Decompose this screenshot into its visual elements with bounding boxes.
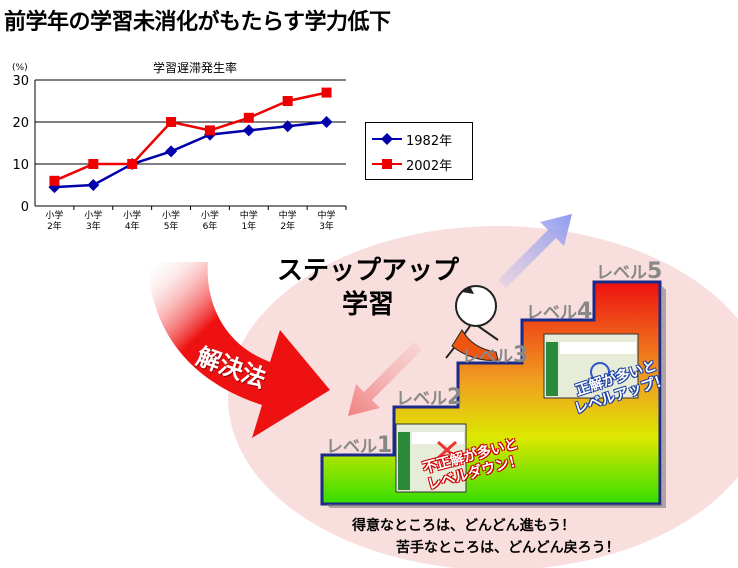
level-4-prefix: レベル [526, 303, 577, 323]
level-1-label: レベル1 [326, 432, 392, 458]
level-3-label: レベル3 [462, 342, 528, 368]
x-tick-label: 小学 [201, 209, 219, 221]
y-tick-label: 20 [12, 116, 29, 131]
upper-level-screenshot-thumbnail [543, 333, 639, 399]
data-point-2002年 [282, 96, 293, 106]
x-tick-label: 2年 [280, 220, 295, 232]
legend-item-2002: 2002年 [372, 154, 452, 174]
level-4-label: レベル4 [526, 298, 592, 324]
series-line-1982年 [54, 120, 327, 189]
y-unit-label: (%) [12, 63, 28, 73]
x-tick-label: 中学 [240, 209, 258, 221]
level-5-prefix: レベル [596, 263, 647, 283]
bottom-message-1: 得意なところは、どんどん進もう！ [352, 518, 576, 534]
x-tick-label: 中学 [318, 209, 336, 221]
character-climbing-icon [445, 285, 499, 361]
y-tick-label: 10 [12, 158, 29, 173]
x-tick-label: 1年 [241, 220, 256, 232]
level-3-number: 3 [513, 343, 529, 368]
x-tick-label: 6年 [203, 220, 218, 232]
solution-arrow [148, 262, 330, 438]
data-point-1982年 [320, 116, 333, 128]
x-tick-label: 3年 [86, 220, 101, 232]
x-tick-label: 5年 [164, 220, 179, 232]
level-up-arrow [498, 214, 572, 288]
data-point-1982年 [165, 145, 178, 158]
step-up-title-line2: 学習 [341, 290, 394, 320]
level-3-prefix: レベル [462, 347, 513, 367]
legend-marker-1982 [372, 133, 402, 145]
chart-legend: 1982年 2002年 [365, 122, 473, 180]
legend-item-1982: 1982年 [372, 129, 452, 149]
x-tick-label: 小学 [84, 209, 102, 221]
x-tick-label: 小学 [45, 209, 63, 221]
y-tick-label: 0 [21, 200, 29, 215]
level-4-number: 4 [577, 299, 593, 324]
x-tick-label: 小学 [162, 209, 180, 221]
x-tick-label: 4年 [125, 220, 140, 232]
level-2-prefix: レベル [396, 389, 447, 409]
level-1-prefix: レベル [326, 437, 377, 457]
x-tick-label: 2年 [47, 220, 62, 232]
data-point-1982年 [87, 179, 100, 191]
legend-label-1982: 1982年 [406, 133, 453, 149]
x-tick-label: 小学 [123, 209, 141, 221]
x-tick-label: 3年 [319, 220, 334, 232]
data-point-2002年 [204, 125, 215, 136]
data-point-2002年 [49, 175, 60, 186]
step-up-learning-title: ステップアップ 学習 [268, 254, 468, 322]
step-up-title-line1: ステップアップ [276, 256, 459, 286]
chart-title: 学習遅滞発生率 [153, 60, 237, 75]
data-point-2002年 [321, 87, 332, 98]
data-point-1982年 [281, 120, 294, 133]
level-5-number: 5 [647, 259, 663, 284]
level-1-number: 1 [377, 433, 393, 458]
level-2-label: レベル2 [396, 384, 462, 410]
page-title: 前学年の学習未消化がもたらす学力低下 [4, 10, 391, 35]
series-line-2002年 [53, 91, 327, 182]
data-point-2002年 [127, 159, 138, 169]
x-tick-label: 中学 [279, 209, 297, 221]
level-2-number: 2 [447, 385, 463, 410]
level-5-label: レベル5 [596, 258, 662, 284]
legend-label-2002: 2002年 [406, 158, 453, 174]
legend-marker-2002 [372, 159, 402, 169]
data-point-2002年 [166, 117, 177, 127]
line-chart: 学習遅滞発生率 (%) 0102030小学2年小学3年小学4年小学5年小学6年中… [12, 60, 347, 232]
data-point-2002年 [88, 159, 99, 169]
bottom-message-2: 苦手なところは、どんどん戻ろう！ [396, 540, 620, 556]
lower-level-screenshot-thumbnail [395, 423, 467, 493]
data-point-1982年 [242, 124, 255, 137]
level-down-arrow [348, 342, 422, 416]
data-point-2002年 [243, 112, 254, 123]
y-tick-label: 30 [12, 74, 29, 89]
